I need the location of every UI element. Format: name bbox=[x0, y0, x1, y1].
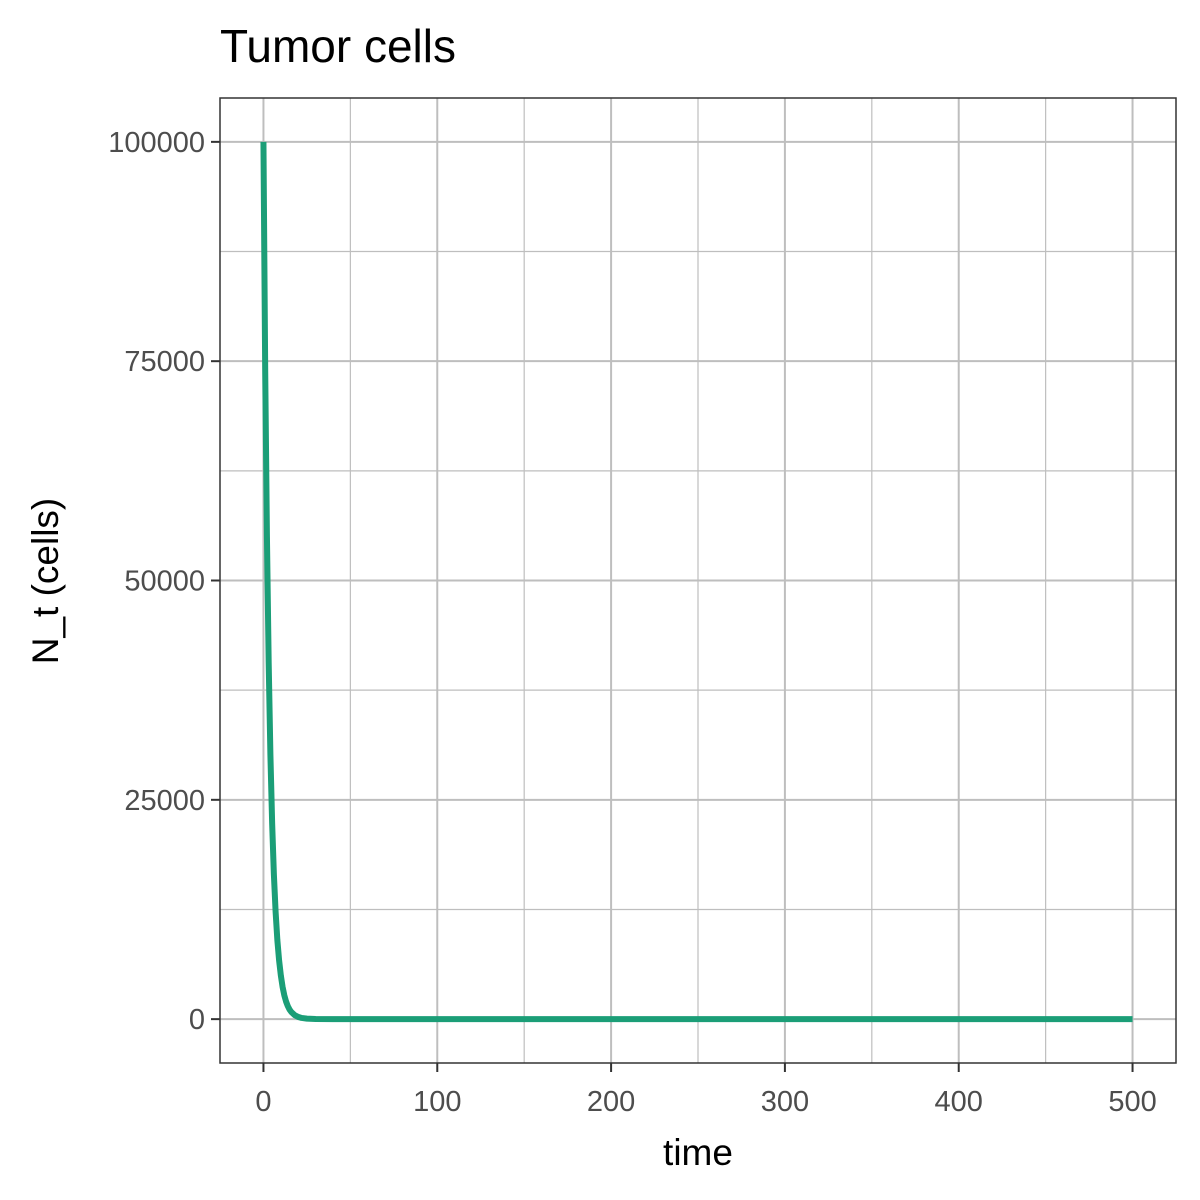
x-tick-label: 500 bbox=[1108, 1086, 1156, 1118]
y-tick-label: 25000 bbox=[124, 785, 205, 817]
x-tick-label: 200 bbox=[587, 1086, 635, 1118]
series-layer bbox=[260, 141, 1133, 1023]
x-tick-label: 0 bbox=[255, 1086, 271, 1118]
grid-layer bbox=[220, 98, 1176, 1063]
x-axis-label: time bbox=[663, 1132, 733, 1173]
chart-title: Tumor cells bbox=[220, 20, 456, 72]
ticks-layer: 0 100 200 300 400 500 0 25000 50000 75000 100000 bbox=[108, 127, 1157, 1118]
y-tick-label: 100000 bbox=[108, 127, 205, 159]
x-tick-label: 400 bbox=[935, 1086, 983, 1118]
x-tick-label: 100 bbox=[413, 1086, 461, 1118]
series-line bbox=[260, 141, 1133, 1023]
y-axis-label: N_t (cells) bbox=[25, 498, 66, 665]
y-tick-label: 0 bbox=[189, 1004, 205, 1036]
x-tick-label: 300 bbox=[761, 1086, 809, 1118]
y-tick-label: 75000 bbox=[124, 346, 205, 378]
y-tick-label: 50000 bbox=[124, 566, 205, 598]
